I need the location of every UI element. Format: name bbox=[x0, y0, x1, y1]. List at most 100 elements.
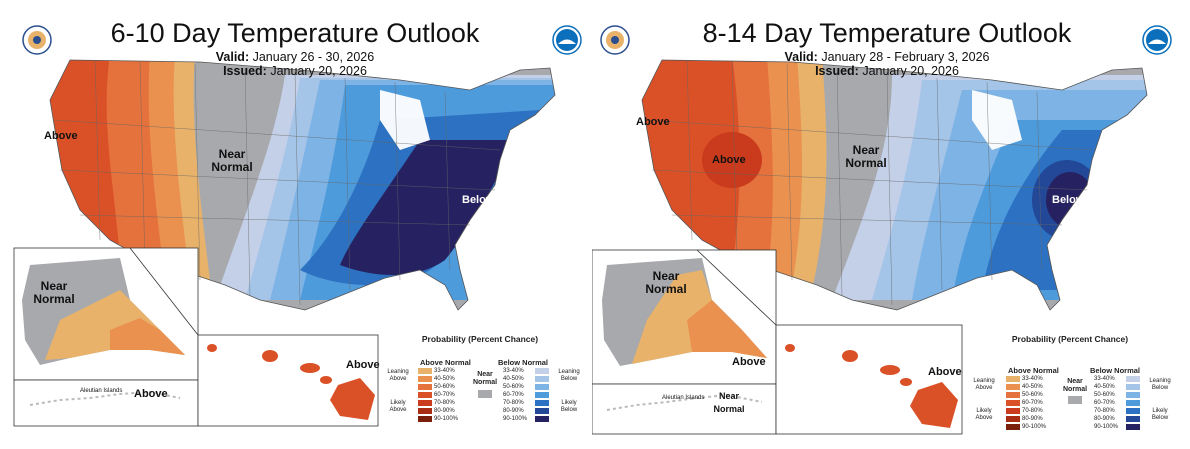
hawaii-islands bbox=[785, 344, 958, 428]
alaska-above-40 bbox=[110, 318, 185, 355]
legend-leaning-above: Leaning Above bbox=[973, 378, 995, 391]
label-alaska-inset: Above bbox=[732, 356, 766, 368]
legend-above-head: Above Normal bbox=[420, 358, 471, 367]
us-outline bbox=[641, 59, 1148, 311]
legend-below-swatch-3 bbox=[1126, 400, 1140, 406]
label-aleutian-title: Aleutian Islands bbox=[662, 395, 705, 401]
legend-above-swatch-4 bbox=[418, 400, 432, 406]
legend-below-range-5: 80-90% bbox=[503, 408, 524, 414]
legend-below-range-6: 90-100% bbox=[503, 416, 528, 422]
legend-below-range-3: 60-70% bbox=[1094, 400, 1115, 406]
legend-above-swatch-5 bbox=[1006, 416, 1020, 422]
legend-below-swatch-0 bbox=[1126, 376, 1140, 382]
legend-below-swatch-0 bbox=[535, 368, 549, 374]
legend-above-swatch-6 bbox=[1006, 424, 1020, 430]
us-outline bbox=[49, 59, 556, 311]
label-above-west: Above bbox=[44, 130, 78, 142]
label-below-east: Below bbox=[1052, 194, 1085, 206]
legend-above-range-0: 33-40% bbox=[434, 368, 455, 374]
legend-above-swatch-0 bbox=[418, 368, 432, 374]
legend-above-swatch-0 bbox=[1006, 376, 1020, 382]
page-title: 8-14 Day Temperature Outlook bbox=[702, 18, 1072, 48]
legend-above-range-1: 40-50% bbox=[434, 376, 455, 382]
legend-title: Probability (Percent Chance) bbox=[421, 334, 539, 344]
legend-below-range-1: 40-50% bbox=[503, 376, 524, 382]
legend-above-swatch-3 bbox=[1006, 400, 1020, 406]
legend-above-swatch-3 bbox=[418, 392, 432, 398]
legend-leaning-below: Leaning Below bbox=[1149, 378, 1171, 391]
label-alaska: Near Normal bbox=[645, 269, 687, 296]
label-below-east: Below bbox=[462, 194, 495, 206]
legend-below-swatch-6 bbox=[1126, 424, 1140, 430]
noaa-logo-icon bbox=[1142, 25, 1172, 55]
legend-above-swatch-6 bbox=[418, 416, 432, 422]
legend-below-range-4: 70-80% bbox=[503, 400, 524, 406]
valid-line: Valid: January 26 - 30, 2026 bbox=[215, 50, 375, 64]
issued-line: Issued: January 20, 2026 bbox=[815, 64, 959, 78]
legend-below-swatch-2 bbox=[535, 384, 549, 390]
legend-above-range-5: 80-90% bbox=[434, 408, 455, 414]
label-aleutian: Above bbox=[134, 388, 168, 400]
legend-below-swatch-4 bbox=[535, 400, 549, 406]
alaska-above-40 bbox=[687, 300, 767, 358]
legend-leaning-above: Leaning Above bbox=[387, 369, 409, 382]
legend-below-range-2: 50-60% bbox=[503, 384, 524, 390]
hawaii-islands bbox=[207, 344, 375, 420]
state-lines bbox=[54, 59, 501, 306]
valid-line: Valid: January 28 - February 3, 2026 bbox=[784, 50, 990, 64]
outlook-panel-6-10: 6-10 Day Temperature Outlook Valid: Janu… bbox=[0, 0, 590, 449]
legend-below-swatch-1 bbox=[535, 376, 549, 382]
noaa-logo-icon bbox=[552, 25, 582, 55]
legend-above-head: Above Normal bbox=[1008, 366, 1059, 375]
legend-below-swatch-5 bbox=[1126, 416, 1140, 422]
legend-near-normal: Near Normal bbox=[473, 371, 498, 386]
legend-above-swatch-2 bbox=[1006, 392, 1020, 398]
legend-6-10: Probability (Percent Chance) Above Norma… bbox=[380, 334, 580, 434]
outlook-panel-8-14: 8-14 Day Temperature Outlook Valid: Janu… bbox=[592, 0, 1182, 449]
state-lines bbox=[646, 59, 1093, 306]
legend-above-range-6: 90-100% bbox=[434, 416, 459, 422]
legend-leaning-below: Leaning Below bbox=[558, 369, 580, 382]
great-lakes bbox=[972, 90, 1022, 150]
map-6-10 bbox=[13, 59, 556, 427]
issued-line: Issued: January 20, 2026 bbox=[223, 64, 367, 78]
aleutian-inset-frame bbox=[592, 383, 777, 435]
legend-above-range-2: 50-60% bbox=[434, 384, 455, 390]
legend-below-swatch-6 bbox=[535, 416, 549, 422]
legend-likely-above: Likely Above bbox=[975, 408, 993, 421]
legend-above-swatch-1 bbox=[1006, 384, 1020, 390]
doc-seal-icon bbox=[600, 25, 630, 55]
aleutian-islands-shape bbox=[606, 393, 763, 411]
legend-below-swatch-5 bbox=[535, 408, 549, 414]
legend-likely-below: Likely Below bbox=[560, 400, 578, 413]
doc-seal-icon bbox=[22, 25, 52, 55]
label-alaska: Near Normal bbox=[33, 279, 75, 306]
legend-below-swatch-2 bbox=[1126, 392, 1140, 398]
aleutian-islands-shape bbox=[29, 390, 181, 406]
legend-likely-above: Likely Above bbox=[389, 400, 407, 413]
legend-below-swatch-3 bbox=[535, 392, 549, 398]
legend-above-range-4: 70-80% bbox=[1022, 408, 1043, 414]
legend-below-range-6: 90-100% bbox=[1094, 424, 1119, 430]
legend-below-swatch-1 bbox=[1126, 384, 1140, 390]
legend-above-range-3: 60-70% bbox=[1022, 400, 1043, 406]
inset-connector bbox=[129, 247, 199, 336]
great-lakes bbox=[380, 90, 430, 150]
legend-below-head: Below Normal bbox=[1090, 366, 1141, 375]
label-near-center: Near Normal bbox=[845, 143, 887, 170]
inset-connector bbox=[696, 249, 777, 326]
page-title: 6-10 Day Temperature Outlook bbox=[110, 18, 480, 48]
legend-above-swatch-2 bbox=[418, 384, 432, 390]
legend-above-range-6: 90-100% bbox=[1022, 424, 1047, 430]
map-8-14 bbox=[592, 59, 1148, 435]
label-above-west: Above bbox=[636, 116, 670, 128]
legend-above-range-3: 60-70% bbox=[434, 392, 455, 398]
legend-above-range-5: 80-90% bbox=[1022, 416, 1043, 422]
legend-near-swatch bbox=[1068, 396, 1082, 404]
label-hawaii: Above bbox=[346, 359, 380, 371]
below-90-region bbox=[340, 140, 515, 276]
label-above-center: Above bbox=[712, 154, 746, 166]
legend-near-normal: Near Normal bbox=[1063, 378, 1088, 393]
legend-below-range-5: 80-90% bbox=[1094, 416, 1115, 422]
legend-above-range-4: 70-80% bbox=[434, 400, 455, 406]
